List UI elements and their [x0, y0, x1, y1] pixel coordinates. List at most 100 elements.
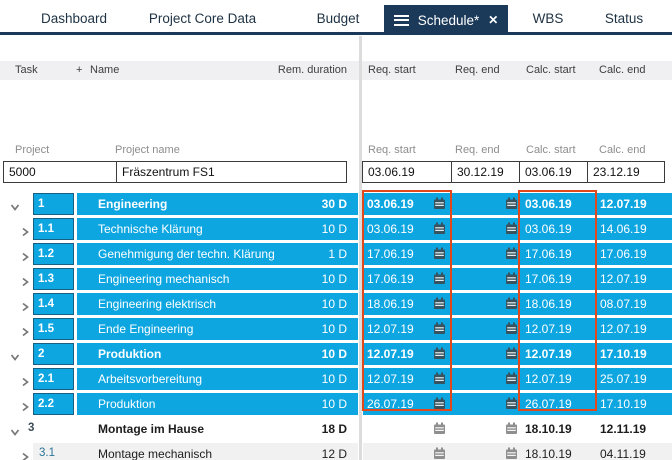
table-row[interactable]: 2.1 Arbeitsvorbereitung 10 D 12.07.19	[0, 368, 672, 390]
project-req-start-field[interactable]: 03.06.19	[368, 165, 415, 179]
chevron-right-icon[interactable]	[20, 449, 30, 460]
calendar-icon[interactable]	[505, 297, 518, 310]
req-start-cell[interactable]: 12.07.19	[367, 347, 414, 361]
chevron-down-icon[interactable]	[10, 349, 20, 361]
task-id-cell[interactable]: 1.1	[33, 218, 74, 240]
task-name-cell[interactable]: Ende Engineering	[98, 322, 194, 336]
calc-start-cell[interactable]: 12.07.19	[525, 322, 572, 336]
calendar-icon[interactable]	[433, 397, 446, 410]
calendar-icon[interactable]	[505, 322, 518, 335]
calc-start-cell[interactable]: 18.10.19	[525, 422, 572, 436]
task-name-cell[interactable]: Engineering	[98, 197, 168, 211]
table-row[interactable]: 1.1 Technische Klärung 10 D 03.06.19	[0, 218, 672, 240]
req-start-cell[interactable]: 18.06.19	[367, 297, 414, 311]
calc-start-cell[interactable]: 18.06.19	[525, 297, 572, 311]
hamburger-menu-icon[interactable]	[393, 14, 409, 26]
calendar-icon[interactable]	[433, 222, 446, 235]
table-row[interactable]: 1.3 Engineering mechanisch 10 D 17.06.19	[0, 268, 672, 290]
calendar-icon[interactable]	[505, 222, 518, 235]
rem-duration-cell[interactable]: 12 D	[321, 447, 347, 460]
calc-end-cell[interactable]: 25.07.19	[600, 372, 647, 386]
task-id-cell[interactable]: 1.2	[33, 243, 74, 265]
calendar-icon[interactable]	[505, 397, 518, 410]
table-row[interactable]: 3 Montage im Hause 18 D	[0, 418, 672, 440]
task-name-cell[interactable]: Montage im Hause	[98, 422, 205, 436]
calendar-icon[interactable]	[505, 422, 518, 435]
calendar-icon[interactable]	[433, 447, 446, 460]
task-name-cell[interactable]: Arbeitsvorbereitung	[98, 372, 203, 386]
rem-duration-cell[interactable]: 18 D	[321, 422, 347, 436]
task-id-cell[interactable]: 1.3	[33, 268, 74, 290]
req-start-cell[interactable]: 12.07.19	[367, 322, 414, 336]
table-row[interactable]: 1 Engineering 30 D 03.06.19	[0, 193, 672, 215]
task-name-cell[interactable]: Produktion	[98, 397, 156, 411]
task-id-cell[interactable]: 2.1	[33, 368, 74, 390]
rem-duration-cell[interactable]: 10 D	[321, 397, 347, 411]
task-name-cell[interactable]: Technische Klärung	[98, 222, 203, 236]
calc-end-cell[interactable]: 12.07.19	[600, 322, 647, 336]
calc-end-cell[interactable]: 12.07.19	[600, 272, 647, 286]
calendar-icon[interactable]	[505, 197, 518, 210]
calc-start-cell[interactable]: 03.06.19	[525, 197, 572, 211]
calendar-icon[interactable]	[433, 322, 446, 335]
calendar-icon[interactable]	[433, 272, 446, 285]
project-calc-end-field[interactable]: 23.12.19	[587, 162, 664, 182]
calendar-icon[interactable]	[433, 372, 446, 385]
calendar-icon[interactable]	[505, 272, 518, 285]
task-name-cell[interactable]: Produktion	[98, 347, 162, 361]
task-name-cell[interactable]: Genehmigung der techn. Klärung	[98, 247, 275, 261]
table-row[interactable]: 2.2 Produktion 10 D 26.07.19	[0, 393, 672, 415]
req-start-cell[interactable]: 03.06.19	[367, 197, 414, 211]
project-req-end-field[interactable]: 30.12.19	[451, 162, 519, 182]
table-row[interactable]: 1.2 Genehmigung der techn. Klärung 1 D 1…	[0, 243, 672, 265]
table-row[interactable]: 2 Produktion 10 D 12.07.19	[0, 343, 672, 365]
tab-budget[interactable]: Budget	[316, 11, 360, 26]
table-row[interactable]: 3.1 Montage mechanisch 12 D	[0, 443, 672, 460]
rem-duration-cell[interactable]: 30 D	[321, 197, 347, 211]
calendar-icon[interactable]	[433, 197, 446, 210]
req-start-cell[interactable]: 17.06.19	[367, 247, 414, 261]
task-id-cell[interactable]: 1	[33, 193, 74, 215]
calc-end-cell[interactable]: 08.07.19	[600, 297, 647, 311]
calc-start-cell[interactable]: 03.06.19	[525, 222, 572, 236]
chevron-right-icon[interactable]	[20, 324, 30, 337]
calc-end-cell[interactable]: 14.06.19	[600, 222, 647, 236]
rem-duration-cell[interactable]: 10 D	[321, 372, 347, 386]
panel-splitter[interactable]	[359, 36, 362, 460]
calendar-icon[interactable]	[505, 347, 518, 360]
calc-end-cell[interactable]: 17.06.19	[600, 247, 647, 261]
calc-end-cell[interactable]: 12.11.19	[600, 422, 647, 436]
task-id-cell[interactable]: 2	[33, 343, 74, 365]
calc-start-cell[interactable]: 17.06.19	[525, 247, 572, 261]
task-name-cell[interactable]: Montage mechanisch	[98, 447, 213, 460]
close-icon[interactable]: ✕	[488, 13, 499, 27]
calc-end-cell[interactable]: 17.10.19	[600, 397, 647, 411]
rem-duration-cell[interactable]: 1 D	[328, 247, 347, 261]
calc-end-cell[interactable]: 17.10.19	[600, 347, 647, 361]
rem-duration-cell[interactable]: 10 D	[321, 222, 347, 236]
project-id-field[interactable]: 5000	[9, 165, 36, 179]
calc-start-cell[interactable]: 18.10.19	[525, 447, 572, 460]
calendar-icon[interactable]	[433, 247, 446, 260]
tab-dashboard[interactable]: Dashboard	[40, 11, 108, 26]
task-id-cell[interactable]: 3.1	[39, 447, 55, 459]
calendar-icon[interactable]	[505, 372, 518, 385]
rem-duration-cell[interactable]: 10 D	[321, 297, 347, 311]
calendar-icon[interactable]	[505, 247, 518, 260]
calc-start-cell[interactable]: 12.07.19	[525, 347, 572, 361]
task-name-cell[interactable]: Engineering mechanisch	[98, 272, 230, 286]
chevron-down-icon[interactable]	[10, 199, 20, 211]
chevron-right-icon[interactable]	[20, 374, 30, 387]
req-start-cell[interactable]: 26.07.19	[367, 397, 414, 411]
tab-schedule-active[interactable]: Schedule* ✕	[384, 5, 508, 35]
tab-project-core-data[interactable]: Project Core Data	[148, 11, 257, 26]
calc-start-cell[interactable]: 26.07.19	[525, 397, 572, 411]
chevron-down-icon[interactable]	[10, 424, 20, 436]
task-id-cell[interactable]: 1.4	[33, 293, 74, 315]
rem-duration-cell[interactable]: 10 D	[321, 347, 347, 361]
tab-status[interactable]: Status	[604, 11, 644, 26]
calendar-icon[interactable]	[505, 447, 518, 460]
task-id-cell[interactable]: 1.5	[33, 318, 74, 340]
rem-duration-cell[interactable]: 10 D	[321, 322, 347, 336]
rem-duration-cell[interactable]: 10 D	[321, 272, 347, 286]
